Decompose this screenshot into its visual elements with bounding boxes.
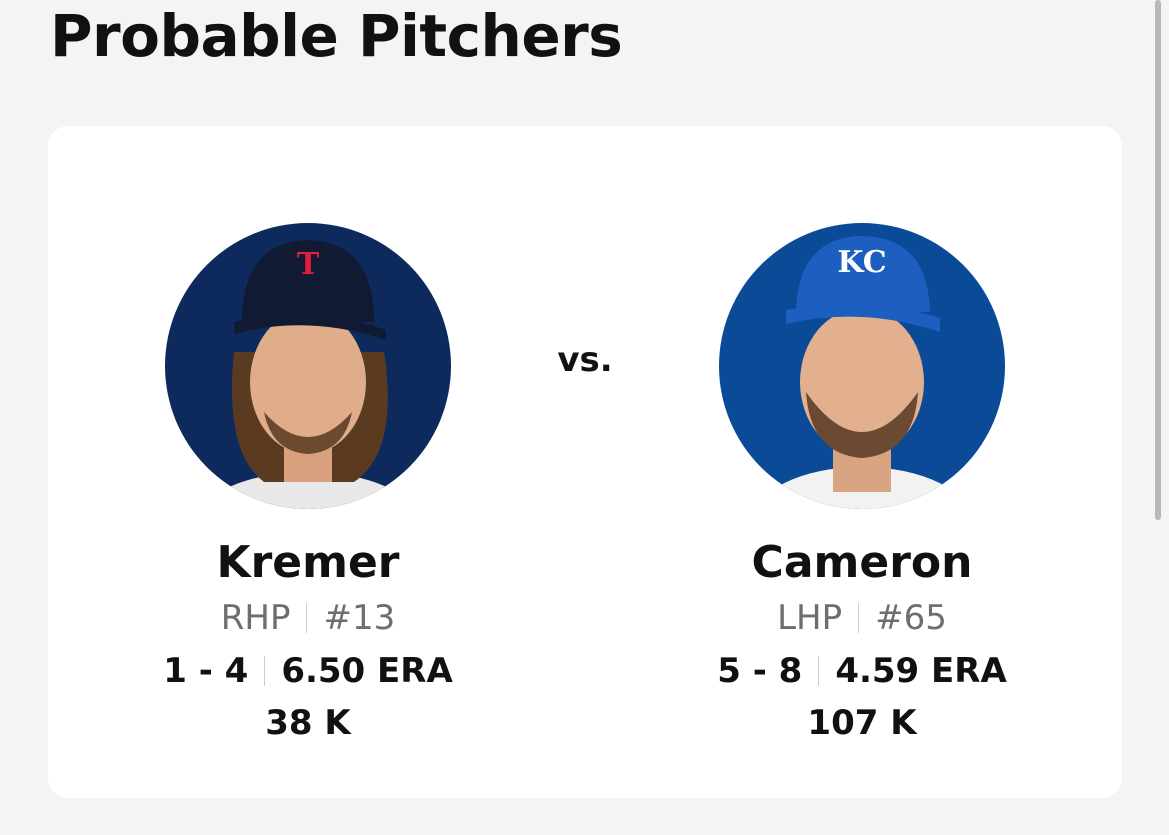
svg-text:T: T (297, 247, 320, 282)
pitcher-strikeouts: 38 K (265, 703, 351, 743)
pitcher-card[interactable]: KC Cameron LHP #65 5 - 8 4.59 ERA 107 K (652, 222, 1072, 746)
pitcher-number: #13 (323, 598, 396, 638)
pitcher-hand: LHP (777, 598, 843, 638)
pitcher-strikeouts: 107 K (807, 703, 917, 743)
pitcher-name: Cameron (751, 537, 973, 588)
pitcher-photo: T (165, 223, 451, 509)
pitcher-era: 4.59 ERA (835, 651, 1007, 691)
pitcher-name: Kremer (216, 537, 400, 588)
page-title: Probable Pitchers (50, 2, 623, 70)
matchup-card: T Kremer RHP #13 1 - 4 6.50 ERA 38 K vs. K… (48, 126, 1122, 798)
pitcher-record: 5 - 8 (717, 651, 803, 691)
pitcher-record: 1 - 4 (163, 651, 249, 691)
scrollbar[interactable] (1155, 0, 1161, 520)
vs-label: vs. (557, 340, 613, 380)
pitcher-photo: KC (719, 223, 1005, 509)
pitcher-era: 6.50 ERA (281, 651, 453, 691)
pitcher-number: #65 (875, 598, 947, 638)
pitcher-hand: RHP (220, 598, 291, 638)
svg-text:KC: KC (837, 245, 886, 280)
pitcher-card[interactable]: T Kremer RHP #13 1 - 4 6.50 ERA 38 K (98, 222, 518, 746)
